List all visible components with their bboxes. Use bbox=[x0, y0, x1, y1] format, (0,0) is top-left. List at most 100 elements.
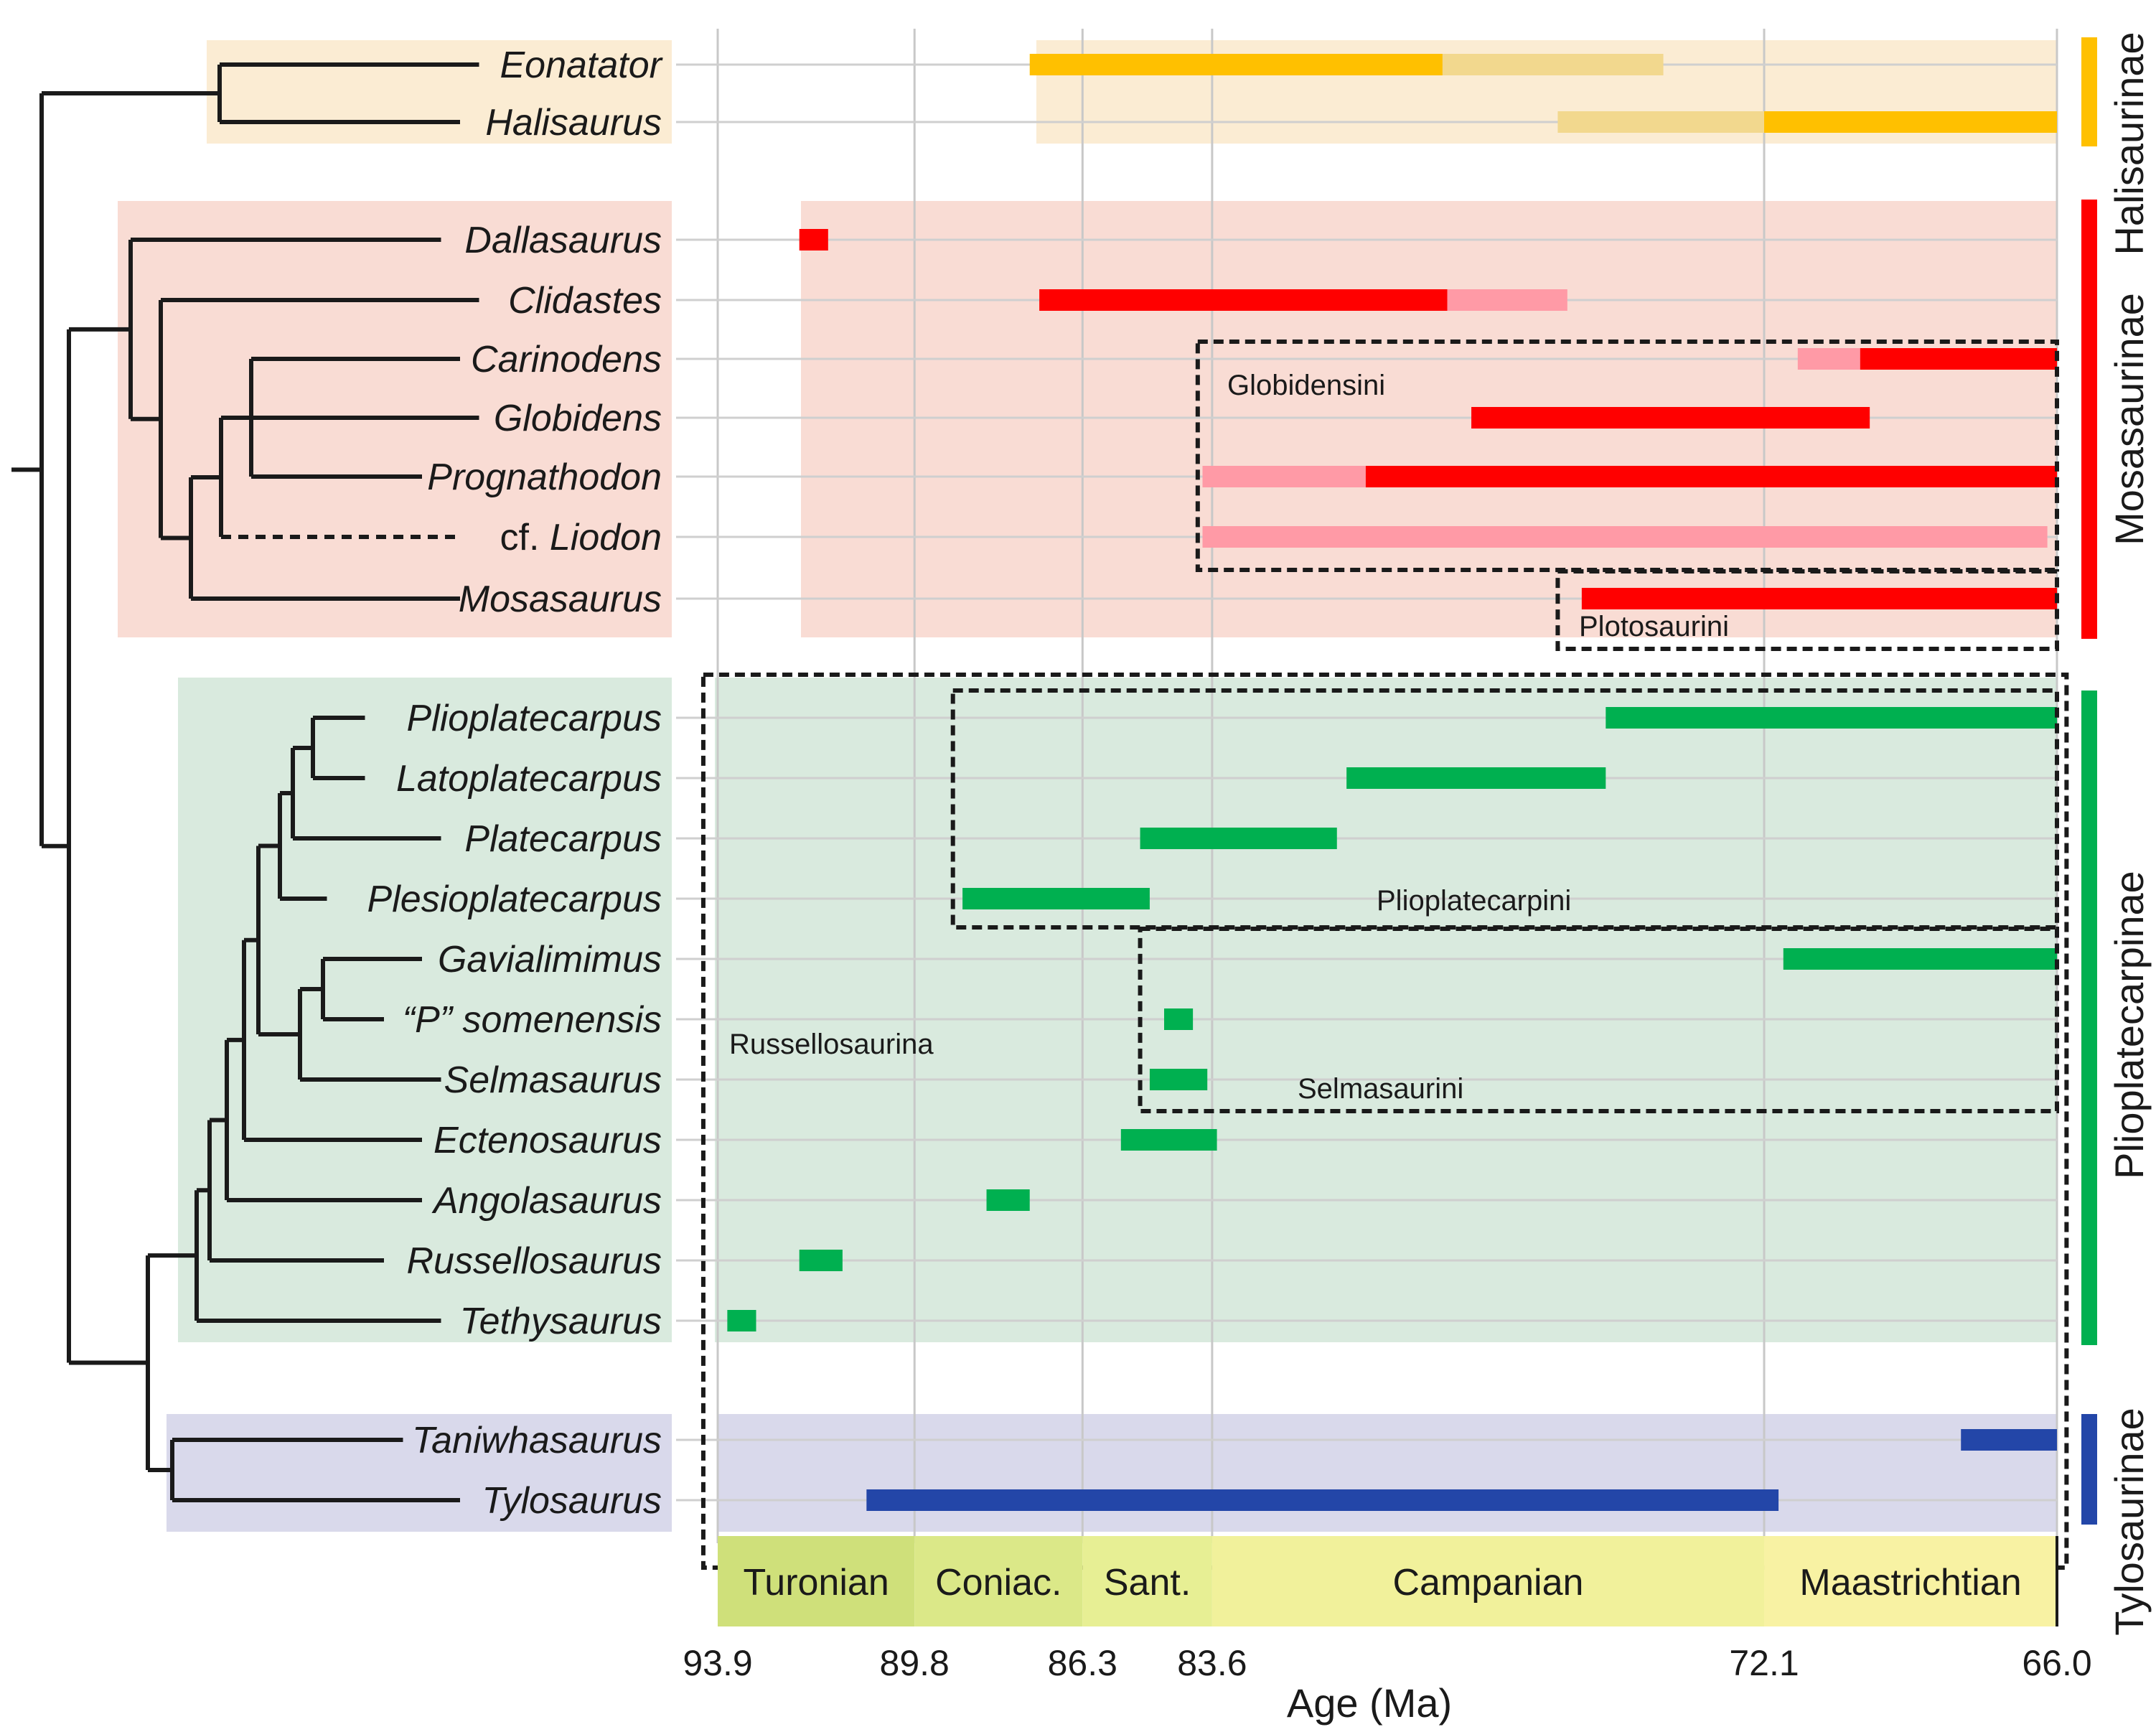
taxon-label-tylosaurus: Tylosaurus bbox=[482, 1480, 662, 1522]
taxon-label-platecarpus: Platecarpus bbox=[464, 818, 662, 860]
taxon-name-prognathodon: Prognathodon bbox=[427, 457, 662, 498]
range-bar-somenensis-0 bbox=[1164, 1008, 1194, 1030]
taxon-label-angolasaurus: Angolasaurus bbox=[431, 1180, 662, 1222]
range-bar-platecarpus-0 bbox=[1140, 828, 1337, 849]
tick-label-72-1: 72.1 bbox=[1729, 1643, 1799, 1683]
stage-label-campanian: Campanian bbox=[1392, 1562, 1583, 1604]
clade-box-selmasaurini bbox=[1138, 927, 2059, 1113]
taxon-label-ectenosaurus: Ectenosaurus bbox=[433, 1120, 662, 1161]
taxon-label-dallasaurus: Dallasaurus bbox=[464, 220, 662, 261]
range-bar-tethysaurus-0 bbox=[727, 1310, 756, 1331]
taxon-name-ectenosaurus: Ectenosaurus bbox=[433, 1120, 662, 1161]
tick-label-89-8: 89.8 bbox=[880, 1643, 950, 1683]
taxon-name-gavialimimus: Gavialimimus bbox=[438, 939, 662, 980]
range-bars bbox=[727, 54, 2057, 1511]
range-bar-mosasaurus-0 bbox=[1581, 588, 2057, 609]
tick-label-86-3: 86.3 bbox=[1048, 1643, 1117, 1683]
range-bar-latoplatecarpus-0 bbox=[1346, 767, 1606, 789]
taxon-label-gavialimimus: Gavialimimus bbox=[438, 939, 662, 980]
taxon-name-taniwhasaurus: Taniwhasaurus bbox=[412, 1420, 662, 1461]
side-label-mosasaurinae: Mosasaurinae bbox=[2106, 293, 2152, 546]
taxon-name-plioplatecarpus: Plioplatecarpus bbox=[406, 698, 662, 739]
taxon-label-halisaurus: Halisaurus bbox=[485, 102, 662, 144]
taxon-name-somenensis: somenensis bbox=[463, 999, 662, 1041]
range-bar-taniwhasaurus-0 bbox=[1961, 1429, 2057, 1451]
range-bar-selmasaurus-0 bbox=[1149, 1069, 1208, 1090]
taxon-label-prognathodon: Prognathodon bbox=[427, 457, 662, 498]
side-bar-mosasaurinae bbox=[2081, 200, 2097, 639]
range-bar-ectenosaurus-0 bbox=[1120, 1129, 1217, 1151]
range-bar-eonatator-0 bbox=[1029, 54, 1443, 75]
clade-label-plotosaurini: Plotosaurini bbox=[1579, 611, 1729, 642]
taxon-labels: Eonatator Halisaurus Dallasaurus Clidastes C… bbox=[367, 45, 664, 1522]
taxon-label-globidens: Globidens bbox=[494, 398, 662, 439]
taxon-label-tethysaurus: Tethysaurus bbox=[460, 1301, 662, 1342]
stage-campanian bbox=[1211, 1536, 1765, 1626]
x-axis-title: Age (Ma) bbox=[1287, 1680, 1452, 1726]
clade-label-globidensini: Globidensini bbox=[1227, 370, 1385, 401]
side-bar-plioplatecarpinae bbox=[2081, 691, 2097, 1345]
range-bar-dallasaurus-0 bbox=[799, 229, 828, 251]
phylogenetic-tree bbox=[11, 62, 479, 1502]
tick-label-83-6: 83.6 bbox=[1177, 1643, 1247, 1683]
stage-label-maastrichtian: Maastrichtian bbox=[1799, 1562, 2021, 1604]
taxon-name-liodon: Liodon bbox=[550, 517, 662, 558]
range-bar-gavialimimus-0 bbox=[1783, 948, 2057, 970]
range-bar-eonatator-1 bbox=[1442, 54, 1664, 75]
side-bar-halisaurinae bbox=[2081, 37, 2097, 146]
taxon-prefix-somenensis: “P” bbox=[403, 999, 463, 1041]
taxon-label-plesioplatecarpus: Plesioplatecarpus bbox=[367, 879, 662, 920]
clade-box-plioplatecarpini bbox=[950, 688, 2059, 930]
taxon-label-carinodens: Carinodens bbox=[471, 339, 662, 380]
range-bar-clidastes-1 bbox=[1447, 289, 1567, 311]
taxon-name-eonatator: Eonatator bbox=[500, 45, 664, 86]
stage-turonian bbox=[718, 1536, 915, 1626]
tylosaurinae-range-band bbox=[718, 1414, 2057, 1532]
range-bar-globidens-0 bbox=[1471, 407, 1870, 429]
tylosaurinae-label-band bbox=[167, 1414, 672, 1532]
taxon-label-eonatator: Eonatator bbox=[500, 45, 664, 86]
side-bar-tylosaurinae bbox=[2081, 1414, 2097, 1525]
taxon-name-platecarpus: Platecarpus bbox=[464, 818, 662, 860]
taxon-label-latoplatecarpus: Latoplatecarpus bbox=[396, 758, 662, 800]
taxon-label-selmasaurus: Selmasaurus bbox=[444, 1059, 662, 1101]
taxon-name-selmasaurus: Selmasaurus bbox=[444, 1059, 662, 1101]
range-bar-halisaurus-1 bbox=[1764, 111, 2057, 133]
clade-label-plioplatecarpini: Plioplatecarpini bbox=[1377, 885, 1571, 917]
range-bar-prognathodon-0 bbox=[1202, 466, 1366, 487]
taxon-name-carinodens: Carinodens bbox=[471, 339, 662, 380]
taxon-name-tethysaurus: Tethysaurus bbox=[460, 1301, 662, 1342]
taxon-name-angolasaurus: Angolasaurus bbox=[431, 1180, 662, 1222]
taxon-name-dallasaurus: Dallasaurus bbox=[464, 220, 662, 261]
tick-label-66: 66.0 bbox=[2022, 1643, 2091, 1683]
range-bar-halisaurus-0 bbox=[1557, 111, 1765, 133]
taxon-prefix-liodon: cf. bbox=[500, 517, 550, 558]
range-bar-liodon-0 bbox=[1202, 526, 2048, 548]
taxon-name-globidens: Globidens bbox=[494, 398, 662, 439]
taxon-name-russellosaurus: Russellosaurus bbox=[407, 1240, 662, 1282]
taxon-label-russellosaurus: Russellosaurus bbox=[407, 1240, 662, 1282]
stage-label-turonian: Turonian bbox=[743, 1562, 889, 1604]
range-bar-plesioplatecarpus-0 bbox=[962, 888, 1150, 909]
taxon-label-mosasaurus: Mosasaurus bbox=[459, 579, 662, 620]
range-bar-angolasaurus-0 bbox=[986, 1189, 1030, 1211]
halisaurinae-label-band bbox=[207, 40, 672, 144]
stage-maastrichtian bbox=[1764, 1536, 2057, 1626]
taxon-name-latoplatecarpus: Latoplatecarpus bbox=[396, 758, 662, 800]
taxon-name-plesioplatecarpus: Plesioplatecarpus bbox=[367, 879, 662, 920]
taxon-label-somenensis: “P” somenensis bbox=[403, 999, 662, 1041]
range-bar-prognathodon-1 bbox=[1365, 466, 2057, 487]
taxon-name-mosasaurus: Mosasaurus bbox=[459, 579, 662, 620]
clade-label-selmasaurini: Selmasaurini bbox=[1298, 1073, 1463, 1105]
taxon-name-tylosaurus: Tylosaurus bbox=[482, 1480, 662, 1522]
stage-label-coniac: Coniac. bbox=[935, 1562, 1061, 1604]
taxon-label-taniwhasaurus: Taniwhasaurus bbox=[412, 1420, 662, 1461]
range-bar-carinodens-1 bbox=[1860, 348, 2057, 370]
tick-label-93-9: 93.9 bbox=[683, 1643, 752, 1683]
stage-sant bbox=[1082, 1536, 1212, 1626]
stage-label-sant: Sant. bbox=[1104, 1562, 1191, 1604]
clade-boxes: Globidensini Plotosaurini Russellosaurina P… bbox=[700, 340, 2069, 1570]
range-bar-russellosaurus-0 bbox=[799, 1250, 843, 1271]
clade-box-plotosaurini bbox=[1555, 569, 2060, 651]
